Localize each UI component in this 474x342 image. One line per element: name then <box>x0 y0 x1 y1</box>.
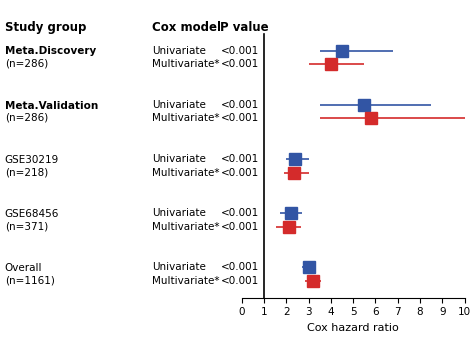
Text: <0.001: <0.001 <box>220 46 259 56</box>
Text: (n=286): (n=286) <box>5 113 48 123</box>
Text: GSE30219: GSE30219 <box>5 155 59 165</box>
Text: P value: P value <box>220 21 269 34</box>
Text: Meta.Validation: Meta.Validation <box>5 101 98 110</box>
Text: (n=286): (n=286) <box>5 59 48 69</box>
Text: Univariate: Univariate <box>152 46 206 56</box>
Text: <0.001: <0.001 <box>220 100 259 110</box>
Text: (n=371): (n=371) <box>5 221 48 231</box>
Text: Study group: Study group <box>5 21 86 34</box>
Text: <0.001: <0.001 <box>220 59 259 69</box>
Text: Univariate: Univariate <box>152 100 206 110</box>
Text: <0.001: <0.001 <box>220 154 259 164</box>
Text: Univariate: Univariate <box>152 208 206 218</box>
Text: <0.001: <0.001 <box>220 114 259 123</box>
Text: Univariate: Univariate <box>152 154 206 164</box>
Text: <0.001: <0.001 <box>220 208 259 218</box>
Text: Multivariate*: Multivariate* <box>152 168 219 177</box>
Text: <0.001: <0.001 <box>220 222 259 232</box>
Text: (n=218): (n=218) <box>5 167 48 177</box>
Text: Multivariate*: Multivariate* <box>152 276 219 286</box>
Text: GSE68456: GSE68456 <box>5 209 59 219</box>
Text: <0.001: <0.001 <box>220 276 259 286</box>
Text: Multivariate*: Multivariate* <box>152 222 219 232</box>
Text: Multivariate*: Multivariate* <box>152 59 219 69</box>
Text: (n=1161): (n=1161) <box>5 275 55 285</box>
Text: Multivariate*: Multivariate* <box>152 114 219 123</box>
X-axis label: Cox hazard ratio: Cox hazard ratio <box>307 323 399 333</box>
Text: Meta.Discovery: Meta.Discovery <box>5 47 96 56</box>
Text: Cox model: Cox model <box>152 21 221 34</box>
Text: <0.001: <0.001 <box>220 262 259 273</box>
Text: <0.001: <0.001 <box>220 168 259 177</box>
Text: Overall: Overall <box>5 263 42 273</box>
Text: Univariate: Univariate <box>152 262 206 273</box>
